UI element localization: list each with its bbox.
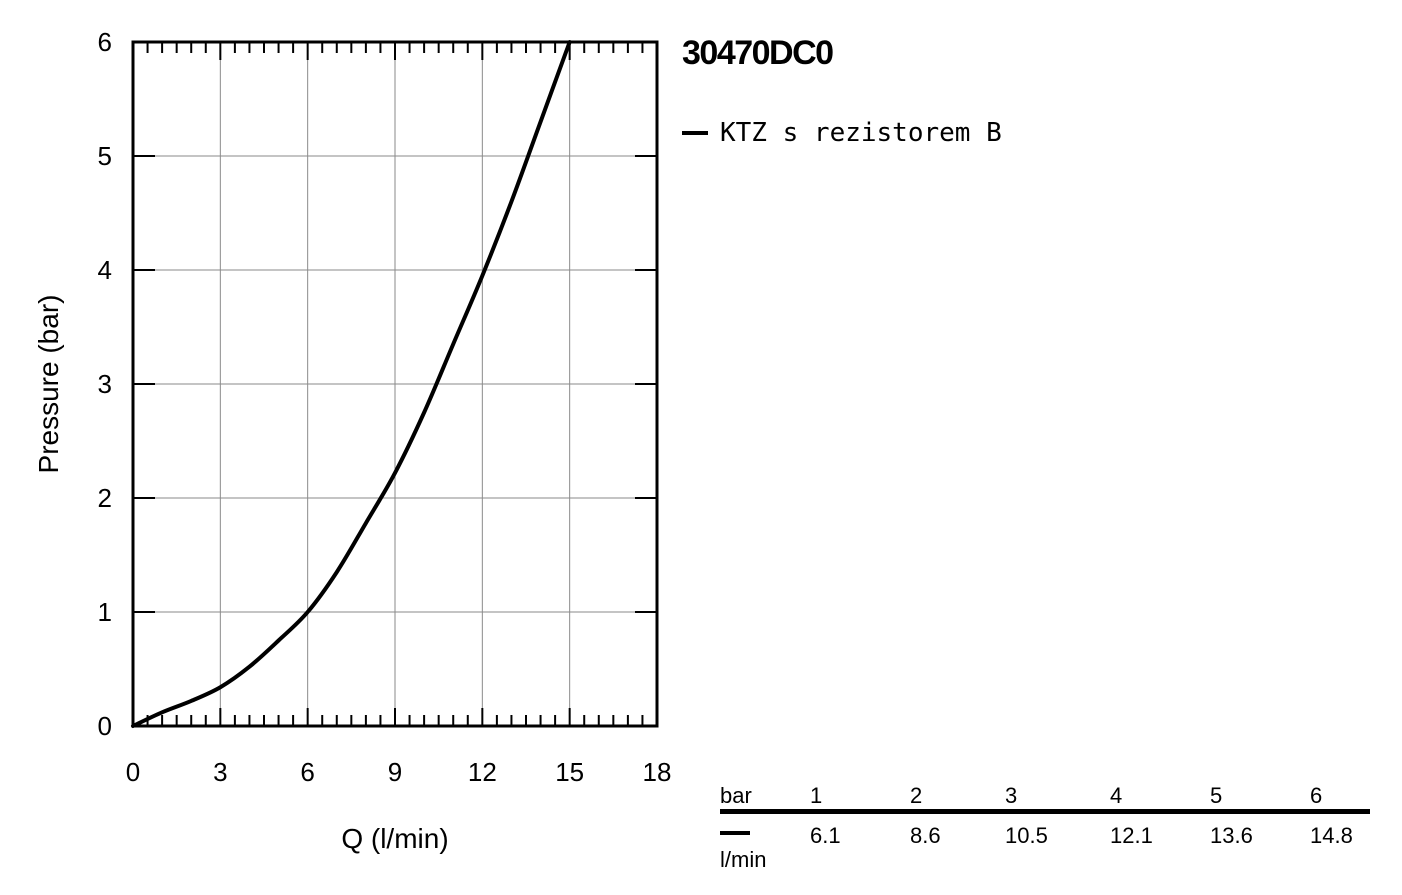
flow-table-flow-3: 10.5 [1005, 823, 1048, 848]
legend-label: KTZ s rezistorem B [720, 118, 1002, 148]
legend: KTZ s rezistorem B [682, 118, 1002, 148]
flow-table: bar 1 2 3 4 5 6 6.1 8.6 10.5 12.1 13.6 1… [720, 783, 1370, 883]
plot-border [131, 40, 659, 728]
y-tick-label: 2 [98, 483, 112, 513]
y-tick-label: 0 [98, 711, 112, 741]
flow-table-pressure-6: 6 [1310, 783, 1323, 808]
flow-table-pressure-4: 4 [1110, 783, 1123, 808]
flow-table-flow-header: l/min [720, 847, 767, 872]
y-tick-label: 5 [98, 141, 112, 171]
y-tick-label: 4 [98, 255, 112, 285]
y-tick-label: 3 [98, 369, 112, 399]
x-tick-label: 0 [126, 757, 140, 787]
y-tick-label: 6 [98, 27, 112, 57]
x-tick-label: 18 [643, 757, 672, 787]
x-tick-label: 9 [388, 757, 402, 787]
flow-table-pressure-header: bar [720, 783, 752, 808]
x-tick-label: 6 [300, 757, 314, 787]
grid [133, 42, 657, 726]
x-tick-label: 12 [468, 757, 497, 787]
flow-table-flow-4: 12.1 [1110, 823, 1153, 848]
flow-table-flow-1: 6.1 [810, 823, 841, 848]
chart-title: 30470DC0 [682, 34, 834, 72]
flow-table-flow-6: 14.8 [1310, 823, 1353, 848]
legend-swatch [682, 131, 708, 135]
x-axis-title: Q (l/min) [341, 823, 448, 854]
y-axis-title: Pressure (bar) [33, 295, 64, 474]
series-layer [131, 40, 572, 728]
y-tick-labels: 0 1 2 3 4 5 6 [98, 27, 112, 741]
x-tick-labels: 0 3 6 9 12 15 18 [126, 757, 672, 787]
flow-table-pressure-5: 5 [1210, 783, 1223, 808]
y-tick-label: 1 [98, 597, 112, 627]
flow-table-pressure-3: 3 [1005, 783, 1018, 808]
x-tick-label: 15 [555, 757, 584, 787]
flow-table-pressure-1: 1 [810, 783, 823, 808]
flow-table-pressure-2: 2 [910, 783, 923, 808]
x-tick-label: 3 [213, 757, 227, 787]
flow-table-rule [720, 809, 1370, 814]
flow-table-flow-5: 13.6 [1210, 823, 1253, 848]
flow-table-series-swatch [720, 831, 750, 835]
plot-frame [131, 40, 659, 728]
series-line [131, 40, 572, 728]
flow-table-flow-2: 8.6 [910, 823, 941, 848]
